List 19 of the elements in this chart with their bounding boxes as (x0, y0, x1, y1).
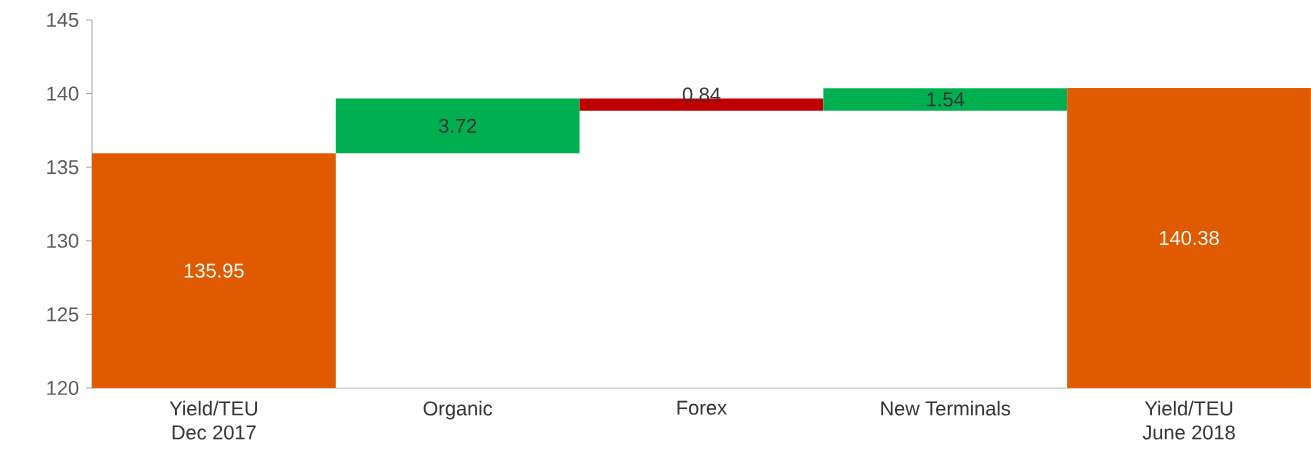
bar (1067, 88, 1311, 388)
y-tick-label: 135 (47, 160, 79, 175)
y-tick-label: 145 (47, 13, 79, 27)
data-label: 135.95 (184, 263, 244, 278)
x-tick-label: New Terminals (881, 400, 1011, 416)
x-tick-label: Forex (677, 400, 727, 415)
bar (823, 88, 1068, 111)
y-tick-label: 125 (47, 307, 79, 322)
data-label: 140.38 (1159, 230, 1219, 246)
y-tick-label: 140 (47, 86, 79, 101)
bar (92, 153, 336, 388)
y-tick-label: 120 (47, 380, 79, 396)
bar (335, 98, 580, 154)
x-tick-label: Yield/TEU June 2018 (1142, 400, 1235, 440)
data-label: 1.54 (927, 92, 965, 107)
x-tick-label: Organic (423, 400, 493, 420)
y-tick-label: 130 (47, 233, 79, 248)
x-tick-label: Yield/TEU Dec 2017 (169, 400, 257, 440)
data-label: 3.72 (439, 118, 477, 133)
